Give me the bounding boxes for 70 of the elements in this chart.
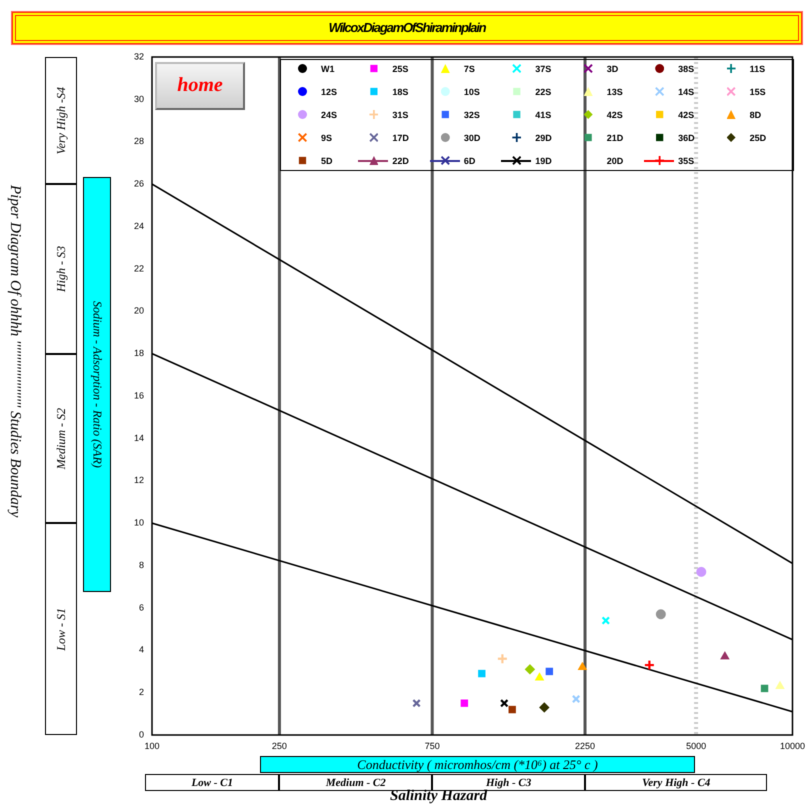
text: Low - C1 <box>145 774 280 791</box>
y-tick-label: 8 <box>138 560 144 570</box>
legend-label: 9S <box>321 133 332 143</box>
x-axis-title: Conductivity ( micromhos/cm (*10⁶) at 25° c ) <box>260 756 695 773</box>
y-tick-label: 22 <box>134 263 144 274</box>
legend-label: 15S <box>750 87 766 97</box>
legend-label: 29D <box>535 133 552 143</box>
legend-label: 38S <box>678 64 694 74</box>
text: Very High -S4 <box>54 86 68 154</box>
x-tick-label: 5000 <box>686 740 706 751</box>
x-tick-label: 10000 <box>780 740 805 751</box>
legend-label: 20D <box>606 156 624 166</box>
legend-label: 21D <box>606 133 624 143</box>
x-tick-label: 750 <box>424 740 440 751</box>
legend-label: 42S <box>678 110 694 120</box>
legend-label: 24S <box>321 110 338 120</box>
legend-label: 25D <box>750 133 766 143</box>
legend-label: 42S <box>606 110 623 120</box>
legend-label: 17D <box>392 133 409 143</box>
y-tick-label: 6 <box>138 602 144 612</box>
legend-label: 25S <box>392 64 408 74</box>
y-tick-label: 20 <box>134 306 144 316</box>
legend-label: 13S <box>606 87 623 97</box>
legend-label: 3D <box>606 64 618 74</box>
text: Very High - C4 <box>585 774 768 791</box>
legend-label: 12S <box>321 87 338 97</box>
y-tick-label: 14 <box>134 432 144 443</box>
legend-label: 32S <box>464 110 480 120</box>
y-tick-label: 0 <box>138 729 144 740</box>
text: Piper Diagram Of ohhhh ''''''''''''''''''''' Studies Boundary <box>6 185 23 518</box>
y-tick-label: 30 <box>134 94 144 104</box>
legend-label: 8D <box>750 110 762 120</box>
y-tick-label: 18 <box>134 348 144 358</box>
y-tick-label: 2 <box>138 687 144 698</box>
legend-label: W1 <box>321 64 334 74</box>
legend-label: 22D <box>392 156 409 166</box>
legend-label: 22S <box>535 87 552 97</box>
y-tick-label: 28 <box>134 136 144 146</box>
x-tick-label: 100 <box>144 740 160 751</box>
y-tick-label: 12 <box>134 475 144 486</box>
legend-label: 11S <box>750 64 766 74</box>
home-button: home <box>155 62 245 110</box>
text: Medium - S2 <box>54 408 68 470</box>
legend-label: 19D <box>535 156 552 166</box>
legend-label: 14S <box>678 87 694 97</box>
y-tick-label: 24 <box>134 220 144 231</box>
legend-label: 36D <box>678 133 695 143</box>
legend-label: 5D <box>321 156 333 166</box>
legend-label: 37S <box>535 64 552 74</box>
x-tick-label: 250 <box>272 740 287 751</box>
legend-label: 10S <box>464 87 480 97</box>
chart-title: WilcoxDiagamOfShiraminplain <box>12 12 802 44</box>
x-tick-label: 2250 <box>575 740 596 751</box>
y-tick-label: 10 <box>134 518 144 528</box>
y-tick-label: 16 <box>134 390 144 400</box>
legend-label: 41S <box>535 110 552 120</box>
text: Low - S1 <box>54 608 68 650</box>
y-axis-title: Sodium - Adsorption - Ratio (SAR) <box>90 301 104 468</box>
legend-label: 7S <box>464 64 475 74</box>
legend-label: 18S <box>392 87 408 97</box>
text: Medium - C2 <box>326 776 386 788</box>
y-tick-label: 32 <box>134 51 144 62</box>
legend-label: 6D <box>464 156 476 166</box>
legend-label: 30D <box>464 133 480 143</box>
y-tick-label: 26 <box>134 178 144 189</box>
text: High - C3 <box>432 774 585 791</box>
legend-label: 35S <box>678 156 694 166</box>
text: High - S3 <box>54 246 68 292</box>
y-tick-label: 4 <box>138 644 144 655</box>
legend-label: 31S <box>392 110 408 120</box>
